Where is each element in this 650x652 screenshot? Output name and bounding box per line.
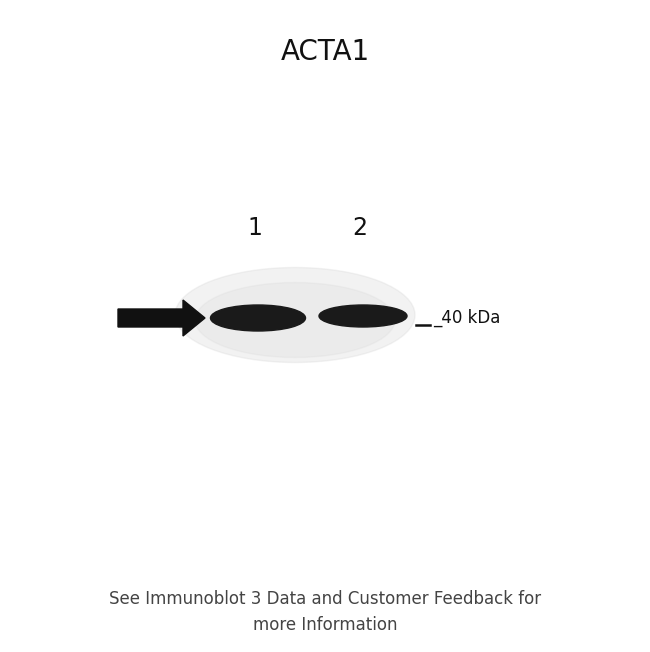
Ellipse shape [175, 267, 415, 363]
Text: See Immunoblot 3 Data and Customer Feedback for
more Information: See Immunoblot 3 Data and Customer Feedb… [109, 590, 541, 634]
FancyArrow shape [118, 300, 205, 336]
Text: 1: 1 [248, 216, 263, 240]
Text: _40 kDa: _40 kDa [433, 309, 500, 327]
Ellipse shape [211, 305, 306, 331]
Text: 2: 2 [352, 216, 367, 240]
Ellipse shape [319, 305, 407, 327]
Ellipse shape [195, 282, 395, 357]
Text: ACTA1: ACTA1 [280, 38, 370, 66]
